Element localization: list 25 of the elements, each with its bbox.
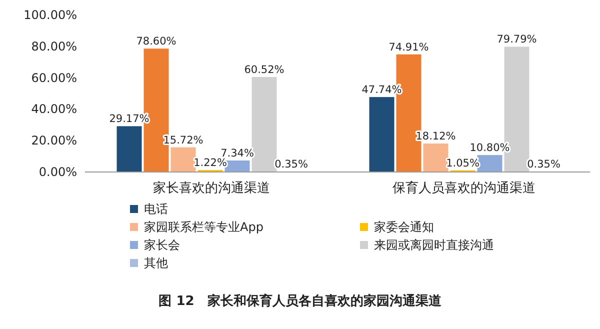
data-label: 1.05% bbox=[446, 157, 480, 170]
legend-label: 家长会 bbox=[144, 238, 180, 252]
data-label: 10.80% bbox=[470, 142, 510, 154]
legend-label: 其他 bbox=[144, 256, 168, 270]
legend-label: 来园或离园时直接沟通 bbox=[374, 238, 494, 252]
legend-label: 家委会通知 bbox=[374, 220, 434, 234]
data-label: 78.60% bbox=[136, 36, 176, 48]
x-tick-label: 保育人员喜欢的沟通渠道 bbox=[392, 180, 536, 196]
text: 图 12 家长和保育人员各自喜欢的家园沟通渠道 bbox=[158, 293, 442, 309]
y-tick-label: 40.00% bbox=[31, 102, 77, 116]
x-tick-label: 家长喜欢的沟通渠道 bbox=[152, 180, 270, 196]
y-tick-label: 0.00% bbox=[38, 165, 77, 179]
y-tick-label: 80.00% bbox=[31, 39, 77, 54]
data-label: 0.35% bbox=[527, 158, 560, 170]
y-tick-label: 60.00% bbox=[31, 70, 77, 85]
legend-label: 家园联系栏等专业App bbox=[144, 220, 264, 234]
y-tick-label: 100.00% bbox=[24, 8, 77, 22]
data-label: 74.91% bbox=[388, 41, 429, 54]
data-label: 60.52% bbox=[244, 64, 284, 76]
y-tick-label: 20.00% bbox=[31, 134, 77, 148]
legend-label: 电话 bbox=[144, 202, 168, 216]
data-label: 79.79% bbox=[496, 34, 537, 46]
data-label: 7.34% bbox=[220, 147, 254, 160]
data-label: 1.22% bbox=[194, 157, 227, 170]
data-label: 0.35% bbox=[274, 158, 308, 170]
